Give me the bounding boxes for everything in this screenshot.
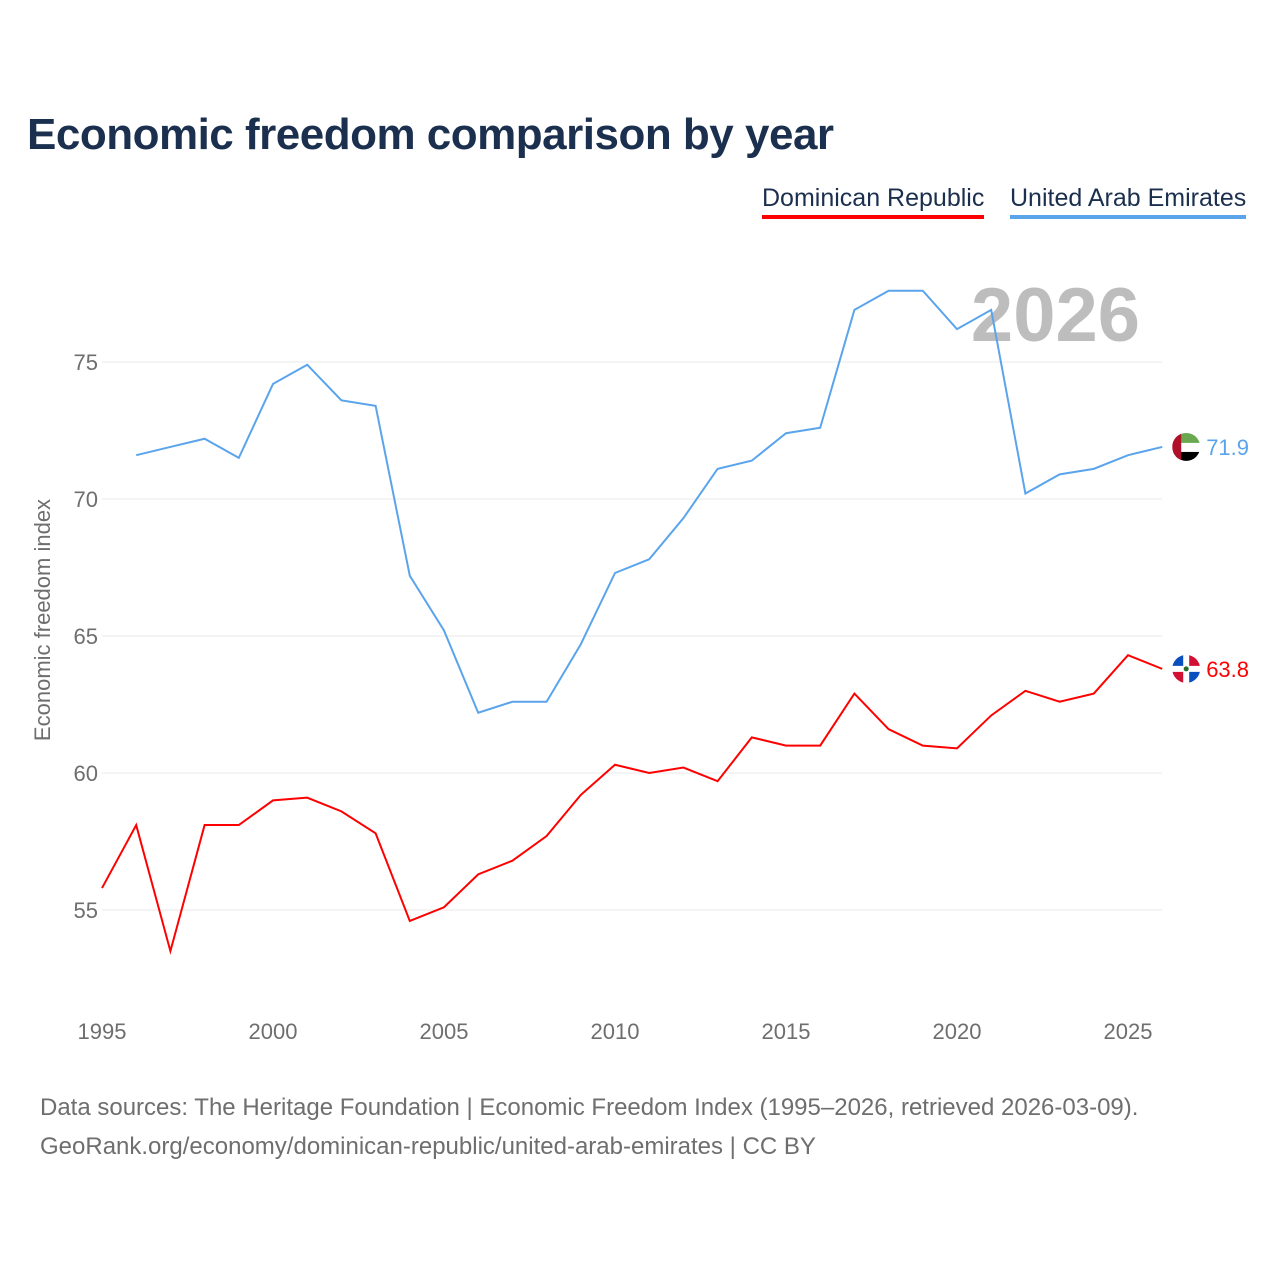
y-axis-label: Economic freedom index bbox=[30, 499, 55, 741]
data-point[interactable] bbox=[475, 871, 481, 877]
data-point[interactable] bbox=[373, 830, 379, 836]
data-point[interactable] bbox=[1057, 471, 1063, 477]
data-point[interactable] bbox=[167, 444, 173, 450]
data-point[interactable] bbox=[373, 403, 379, 409]
data-point[interactable] bbox=[1125, 452, 1131, 458]
data-point[interactable] bbox=[133, 452, 139, 458]
data-point[interactable] bbox=[817, 425, 823, 431]
data-point[interactable] bbox=[270, 381, 276, 387]
data-point[interactable] bbox=[886, 726, 892, 732]
data-point[interactable] bbox=[646, 770, 652, 776]
data-point[interactable] bbox=[1125, 652, 1131, 658]
chart-title: Economic freedom comparison by year bbox=[27, 110, 834, 159]
data-point[interactable] bbox=[1091, 691, 1097, 697]
data-point[interactable] bbox=[407, 573, 413, 579]
series-line-uae[interactable] bbox=[135, 289, 1163, 714]
data-point[interactable] bbox=[236, 455, 242, 461]
data-point[interactable] bbox=[441, 628, 447, 634]
source-link[interactable]: GeoRank.org/economy/dominican-republic/u… bbox=[40, 1133, 816, 1160]
series-line-dominican-republic[interactable] bbox=[101, 653, 1163, 955]
year-watermark: 2026 bbox=[971, 273, 1140, 358]
data-point[interactable] bbox=[851, 307, 857, 313]
data-point[interactable] bbox=[715, 778, 721, 784]
data-point[interactable] bbox=[99, 885, 105, 891]
y-tick-label: 60 bbox=[74, 761, 98, 786]
legend-united-arab-emirates[interactable]: United Arab Emirates bbox=[1010, 184, 1247, 219]
data-point[interactable] bbox=[680, 765, 686, 771]
x-tick-label: 2020 bbox=[933, 1019, 982, 1044]
data-point[interactable] bbox=[715, 466, 721, 472]
data-point[interactable] bbox=[1022, 688, 1028, 694]
data-point[interactable] bbox=[817, 743, 823, 749]
y-tick-label: 70 bbox=[74, 487, 98, 512]
y-tick-label: 75 bbox=[74, 350, 98, 375]
x-tick-label: 2000 bbox=[249, 1019, 298, 1044]
data-point[interactable] bbox=[783, 430, 789, 436]
data-point[interactable] bbox=[988, 307, 994, 313]
x-tick-label: 2010 bbox=[591, 1019, 640, 1044]
data-point[interactable] bbox=[749, 734, 755, 740]
data-point[interactable] bbox=[680, 515, 686, 521]
data-point[interactable] bbox=[886, 288, 892, 294]
end-value-label: 63.8 bbox=[1206, 657, 1249, 682]
end-value-label: 71.9 bbox=[1206, 435, 1249, 460]
uae-flag-icon bbox=[1172, 432, 1201, 461]
data-point[interactable] bbox=[1091, 466, 1097, 472]
data-point[interactable] bbox=[338, 397, 344, 403]
y-tick-label: 55 bbox=[74, 898, 98, 923]
data-point[interactable] bbox=[1022, 491, 1028, 497]
data-point[interactable] bbox=[509, 858, 515, 864]
dominican-republic-flag-icon bbox=[1172, 654, 1201, 683]
data-point[interactable] bbox=[1159, 666, 1165, 672]
data-point[interactable] bbox=[1159, 444, 1165, 450]
data-point[interactable] bbox=[954, 326, 960, 332]
data-point[interactable] bbox=[612, 762, 618, 768]
data-point[interactable] bbox=[167, 948, 173, 954]
data-point[interactable] bbox=[646, 556, 652, 562]
data-point[interactable] bbox=[202, 436, 208, 442]
x-tick-label: 2015 bbox=[762, 1019, 811, 1044]
footer: Data sources: The Heritage Foundation | … bbox=[40, 1088, 1138, 1166]
data-point[interactable] bbox=[851, 691, 857, 697]
data-point[interactable] bbox=[236, 822, 242, 828]
data-point[interactable] bbox=[133, 822, 139, 828]
x-tick-label: 2025 bbox=[1104, 1019, 1153, 1044]
data-point[interactable] bbox=[475, 710, 481, 716]
data-point[interactable] bbox=[270, 797, 276, 803]
data-point[interactable] bbox=[304, 362, 310, 368]
data-point[interactable] bbox=[749, 458, 755, 464]
data-point[interactable] bbox=[544, 833, 550, 839]
y-tick-label: 65 bbox=[74, 624, 98, 649]
data-point[interactable] bbox=[954, 745, 960, 751]
data-point[interactable] bbox=[612, 570, 618, 576]
data-point[interactable] bbox=[304, 795, 310, 801]
x-tick-label: 1995 bbox=[78, 1019, 127, 1044]
data-point[interactable] bbox=[202, 822, 208, 828]
data-point[interactable] bbox=[578, 792, 584, 798]
data-point[interactable] bbox=[441, 904, 447, 910]
data-point[interactable] bbox=[509, 699, 515, 705]
data-point[interactable] bbox=[578, 641, 584, 647]
x-tick-label: 2005 bbox=[420, 1019, 469, 1044]
data-point[interactable] bbox=[544, 699, 550, 705]
data-point[interactable] bbox=[920, 743, 926, 749]
legend-dominican-republic[interactable]: Dominican Republic bbox=[762, 184, 985, 219]
data-point[interactable] bbox=[988, 712, 994, 718]
data-point[interactable] bbox=[338, 808, 344, 814]
data-sources: Data sources: The Heritage Foundation | … bbox=[40, 1094, 1139, 1121]
data-point[interactable] bbox=[920, 288, 926, 294]
data-point[interactable] bbox=[407, 918, 413, 924]
data-point[interactable] bbox=[783, 743, 789, 749]
data-point[interactable] bbox=[1057, 699, 1063, 705]
